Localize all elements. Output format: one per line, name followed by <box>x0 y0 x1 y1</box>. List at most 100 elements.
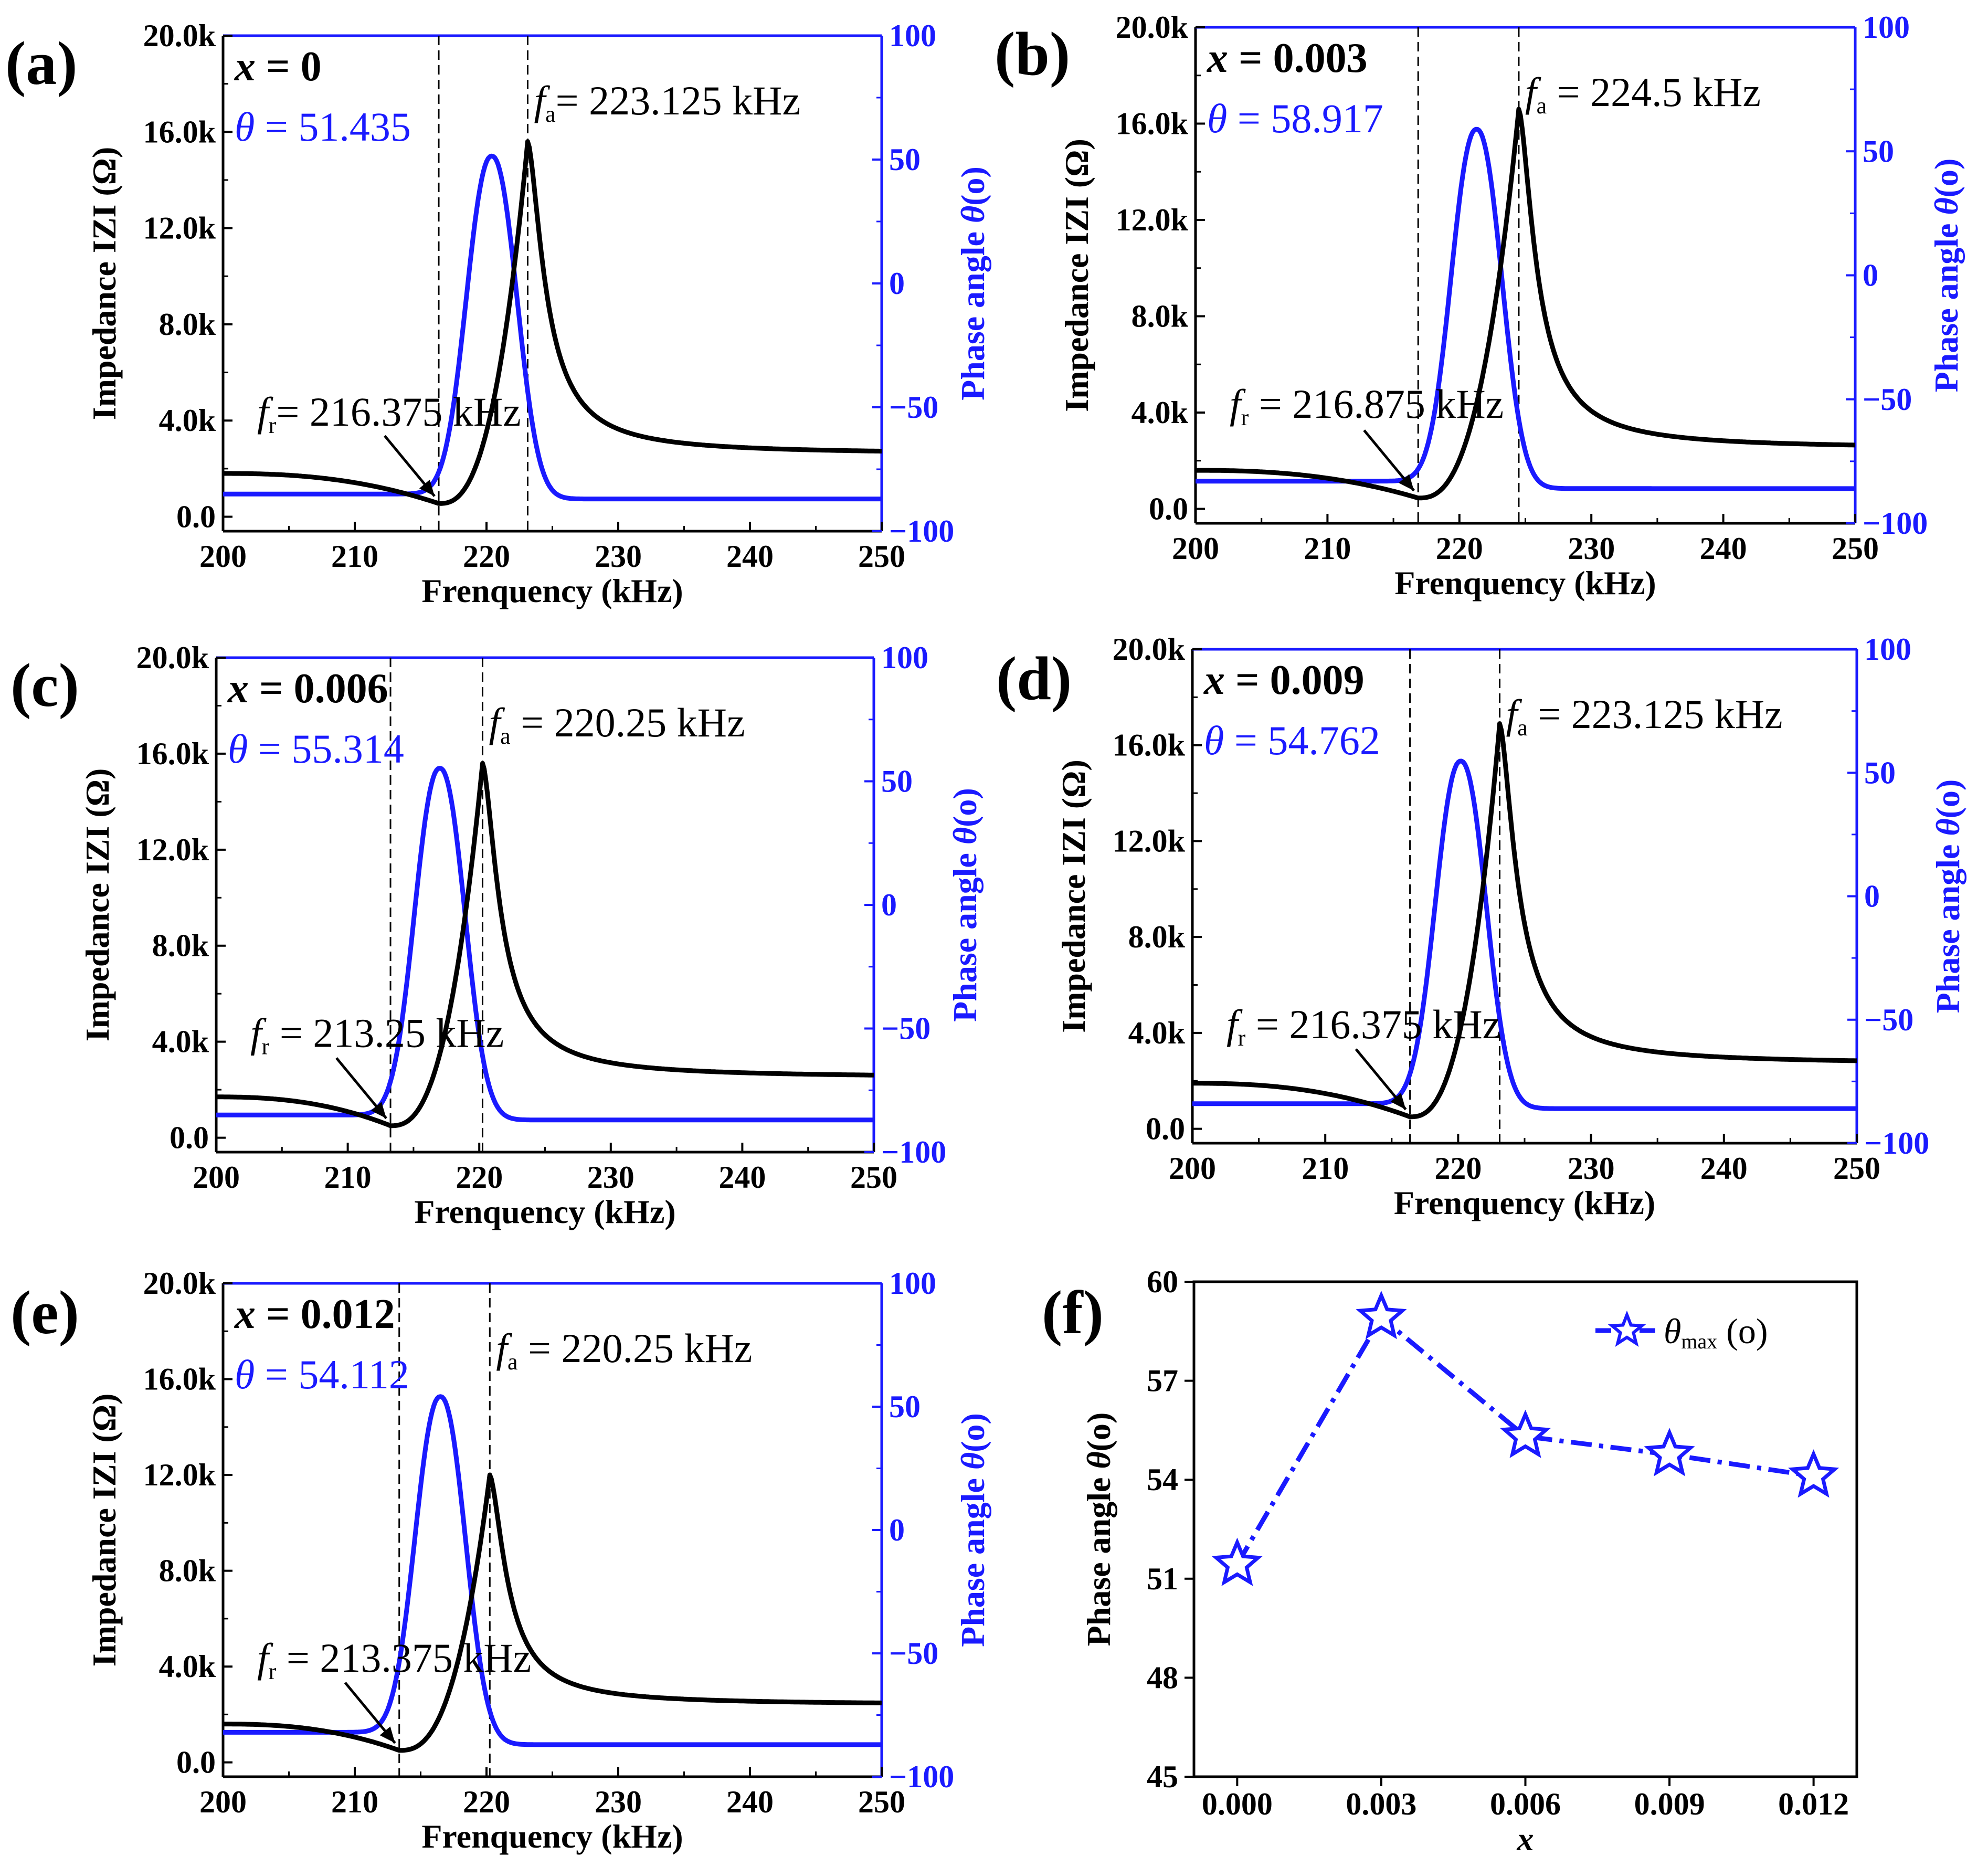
fr-arrow-head <box>1399 474 1414 491</box>
data-point-star <box>1788 1449 1839 1498</box>
y-right-axis-title: Phase angle θ(o) <box>954 1413 991 1647</box>
y-right-tick-label: 100 <box>889 18 936 53</box>
y-right-tick-label: −50 <box>1864 1003 1913 1037</box>
fa-label: fa = 220.25 kHz <box>496 1325 752 1375</box>
y-tick-label: 54 <box>1147 1462 1178 1497</box>
y-left-tick-label: 16.0k <box>143 1362 216 1397</box>
panel-c: 200 210 220 230 240 250 0.0 4.0k 8.0k 12.0k 16.0k 2… <box>10 640 984 1230</box>
y-left-tick-label: 16.0k <box>136 736 209 771</box>
fa-label: fa = 220.25 kHz <box>489 700 745 749</box>
y-left-tick-label: 20.0k <box>1113 632 1186 667</box>
y-right-tick-label: 0 <box>1863 258 1878 293</box>
y-right-tick-label: 0 <box>881 888 897 922</box>
y-left-tick-label: 20.0k <box>136 640 209 675</box>
y-left-tick-label: 8.0k <box>1128 920 1186 954</box>
y-right-tick-label: 100 <box>881 640 928 675</box>
y-left-tick-label: 8.0k <box>1132 299 1189 333</box>
impedance-series <box>1194 107 1856 501</box>
composition-label: x = 0 <box>234 44 322 90</box>
legend-star <box>1608 1310 1646 1347</box>
data-point-star <box>1500 1409 1551 1458</box>
x-tick-label: 240 <box>1700 1151 1748 1186</box>
y-left-tick-label: 16.0k <box>1113 728 1186 763</box>
y-left-tick-label: 4.0k <box>1128 1016 1186 1050</box>
y-right-tick-label: −50 <box>881 1011 930 1046</box>
plot-frame <box>1192 1280 1858 1778</box>
x-tick-label: 210 <box>1304 531 1351 566</box>
theta-max-label: θ = 54.762 <box>1204 718 1380 763</box>
composition-label: x = 0.006 <box>227 666 388 712</box>
x-tick-label: 220 <box>1436 531 1483 566</box>
fa-label: fa= 223.125 kHz <box>534 78 800 127</box>
theta-max-label: θ = 55.314 <box>228 726 404 772</box>
y-right-tick-label: 50 <box>889 142 921 177</box>
y-axis-title: Phase angle θ(o) <box>1080 1412 1117 1647</box>
y-right-tick-label: 0 <box>1864 879 1880 914</box>
y-right-tick-label: −100 <box>1864 1126 1929 1161</box>
panel-a: 200 210 220 230 240 250 0.0 4.0k 8.0k 12.0k 16.0k 2… <box>5 18 991 609</box>
theta-max-label: θ = 51.435 <box>235 104 411 150</box>
y-left-tick-label: 0.0 <box>1149 491 1188 526</box>
x-tick-label: 250 <box>858 539 905 574</box>
x-tick-label: 200 <box>193 1160 240 1195</box>
x-tick-label: 240 <box>718 1160 766 1195</box>
x-tick-label: 230 <box>595 539 642 574</box>
fr-label: fr = 216.875 kHz <box>1230 381 1504 430</box>
x-axis-title: Frenquency (kHz) <box>421 572 683 609</box>
panel-b: 200 210 220 230 240 250 0.0 4.0k 8.0k 12.0k 16.0k 2… <box>995 10 1965 602</box>
fr-label: fr = 216.375 kHz <box>1226 1001 1500 1051</box>
panel-label: (b) <box>995 19 1070 88</box>
impedance-series <box>1191 721 1858 1120</box>
y-left-tick-label: 4.0k <box>1132 395 1189 430</box>
x-tick-label: 220 <box>463 1785 510 1819</box>
phase-series <box>1194 126 1856 491</box>
x-tick-label: 210 <box>324 1160 372 1195</box>
y-tick-label: 45 <box>1147 1759 1178 1794</box>
y-right-axis-title: Phase angle θ(o) <box>946 788 984 1022</box>
y-left-tick-label: 20.0k <box>1116 10 1189 45</box>
x-axis-title: Frenquency (kHz) <box>1394 564 1656 602</box>
panel-label: (a) <box>5 29 78 98</box>
fr-arrow-head <box>1390 1093 1406 1110</box>
x-tick-label: 210 <box>331 1785 378 1819</box>
y-left-tick-label: 12.0k <box>136 832 209 867</box>
y-left-tick-label: 20.0k <box>143 18 216 53</box>
y-right-tick-label: 50 <box>881 764 913 799</box>
y-left-axis-title: Impedance IZI (Ω) <box>86 147 123 420</box>
x-tick-label: 230 <box>1568 531 1615 566</box>
phase-series <box>1191 758 1858 1111</box>
x-tick-label: 0.003 <box>1346 1787 1416 1821</box>
y-right-tick-label: −100 <box>889 514 954 549</box>
y-right-tick-label: 50 <box>1863 134 1894 168</box>
y-left-tick-label: 4.0k <box>159 403 216 438</box>
impedance-series <box>222 1472 883 1753</box>
phase-series <box>215 766 875 1123</box>
y-left-tick-label: 8.0k <box>159 307 216 342</box>
y-left-tick-label: 8.0k <box>152 929 209 963</box>
panel-e: 200 210 220 230 240 250 0.0 4.0k 8.0k 12.0k 16.0k 2… <box>10 1266 991 1855</box>
panel-d: 200 210 220 230 240 250 0.0 4.0k 8.0k 12.0k 16.0k 2… <box>996 632 1966 1221</box>
x-tick-label: 250 <box>1832 531 1879 566</box>
phase-series <box>222 1394 883 1747</box>
y-right-tick-label: −100 <box>881 1135 946 1169</box>
y-right-axis-title: Phase angle θ(o) <box>1928 159 1965 393</box>
y-right-tick-label: 0 <box>889 266 905 301</box>
data-point-star <box>1644 1428 1695 1476</box>
y-left-tick-label: 4.0k <box>152 1025 209 1059</box>
y-right-tick-label: −100 <box>889 1759 954 1794</box>
data-point-star <box>1211 1537 1263 1586</box>
x-tick-label: 200 <box>199 539 247 574</box>
fr-label: fr= 216.375 kHz <box>257 389 521 438</box>
y-left-tick-label: 12.0k <box>143 211 216 246</box>
x-axis-title: Frenquency (kHz) <box>1394 1184 1655 1221</box>
theta-max-series <box>1235 1314 1814 1566</box>
phase-series <box>222 153 883 502</box>
x-tick-label: 220 <box>1434 1151 1482 1186</box>
y-right-tick-label: 50 <box>889 1389 921 1424</box>
y-right-tick-label: −50 <box>1863 382 1912 417</box>
y-left-tick-label: 0.0 <box>1146 1112 1185 1146</box>
y-right-axis-title: Phase angle θ(o) <box>954 166 991 400</box>
x-tick-label: 250 <box>850 1160 897 1195</box>
y-right-tick-label: 50 <box>1864 755 1896 790</box>
y-left-axis-title: Impedance IZI (Ω) <box>79 768 116 1042</box>
